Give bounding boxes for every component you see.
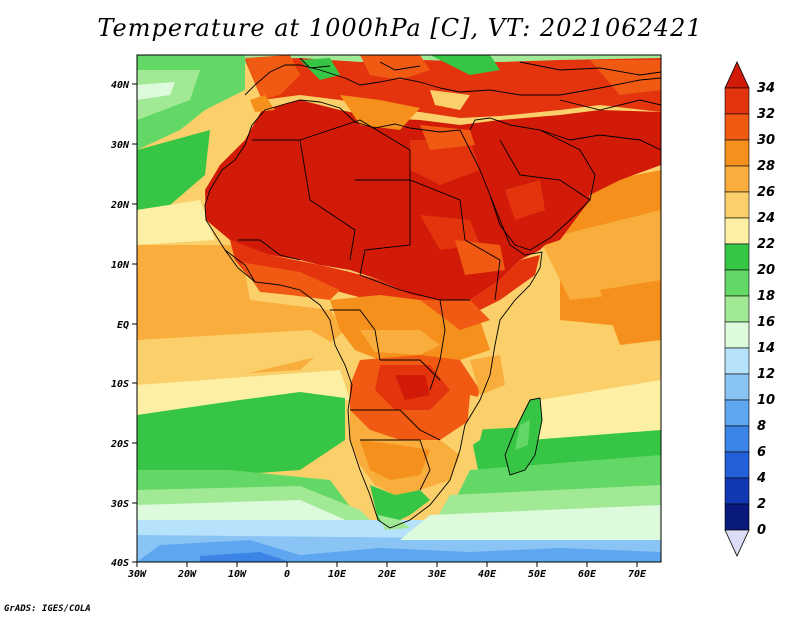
lat-tick-label: 30N	[110, 140, 130, 151]
colorbar-label: 18	[757, 289, 775, 304]
lon-tick-label: 20W	[177, 569, 197, 580]
colorbar-swatch	[724, 165, 750, 193]
colorbar-label: 2	[757, 497, 766, 512]
colorbar-swatch	[724, 347, 750, 375]
lat-tick-label: 20N	[110, 200, 130, 211]
colorbar-label: 16	[757, 315, 775, 330]
colorbar-swatch	[724, 451, 750, 479]
lat-tick-label: 40N	[111, 80, 130, 91]
lat-tick-label: 10N	[111, 260, 130, 271]
map-frame	[136, 54, 662, 563]
lat-tick-label: EQ	[117, 320, 129, 331]
lon-tick-label: 50E	[528, 569, 547, 580]
colorbar-swatch	[724, 373, 750, 401]
colorbar-swatch	[724, 321, 750, 349]
colorbar-label: 14	[757, 341, 775, 356]
colorbar-swatch	[724, 217, 750, 245]
lon-tick-label: 0	[284, 569, 290, 580]
map-title: Temperature at 1000hPa [C], VT: 20210624…	[97, 14, 703, 42]
colorbar-over-arrow	[724, 61, 750, 89]
colorbar-swatch	[724, 425, 750, 453]
lon-tick-label: 20E	[377, 569, 397, 580]
colorbar-swatches	[724, 87, 750, 531]
colorbar-label: 26	[757, 185, 775, 200]
lon-tick-label: 10W	[228, 569, 247, 580]
colorbar-swatch	[724, 191, 750, 219]
colorbar-labels: 34 32 30 28 26 24 22 20 18 16 14 12 10 8…	[756, 81, 775, 538]
colorbar: 34 32 30 28 26 24 22 20 18 16 14 12 10 8…	[724, 61, 775, 557]
lat-tick-label: 10S	[111, 379, 129, 390]
colorbar-label: 30	[757, 133, 775, 148]
temperature-field	[137, 55, 661, 562]
colorbar-swatch	[724, 503, 750, 531]
colorbar-label: 22	[757, 237, 775, 252]
colorbar-label: 32	[757, 107, 775, 122]
lat-tick-labels: 40N 30N 20N 10N EQ 10S 20S 30S 40S	[110, 80, 130, 569]
colorbar-label: 8	[757, 419, 766, 434]
colorbar-label: 10	[757, 393, 775, 408]
colorbar-swatch	[724, 243, 750, 271]
colorbar-label: 12	[757, 367, 775, 382]
colorbar-swatch	[724, 87, 750, 115]
colorbar-label: 28	[757, 159, 775, 174]
colorbar-label: 20	[757, 263, 775, 278]
lon-tick-label: 40E	[478, 569, 497, 580]
lon-tick-label: 70E	[628, 569, 647, 580]
lon-tick-label: 60E	[578, 569, 597, 580]
tick-marks	[132, 83, 638, 567]
colorbar-swatch	[724, 477, 750, 505]
lat-tick-label: 30S	[110, 499, 129, 510]
colorbar-swatch	[724, 113, 750, 141]
lon-tick-label: 30E	[427, 569, 447, 580]
colorbar-label: 4	[756, 471, 766, 486]
lon-tick-labels: 30W 20W 10W 0 10E 20E 30E 40E 50E 60E 70…	[127, 569, 647, 580]
credit-text: GrADS: IGES/COLA	[4, 604, 91, 614]
colorbar-label: 6	[757, 445, 766, 460]
colorbar-label: 34	[757, 81, 775, 96]
lon-tick-label: 30W	[127, 569, 147, 580]
lat-tick-label: 20S	[110, 439, 129, 450]
colorbar-swatch	[724, 295, 750, 323]
coastlines	[204, 57, 661, 529]
colorbar-label: 24	[757, 211, 775, 226]
lon-tick-label: 10E	[328, 569, 347, 580]
colorbar-swatch	[724, 139, 750, 167]
lat-tick-label: 40S	[111, 558, 129, 569]
colorbar-label: 0	[757, 523, 766, 538]
colorbar-under-arrow	[724, 529, 750, 557]
colorbar-swatch	[724, 399, 750, 427]
colorbar-swatch	[724, 269, 750, 297]
